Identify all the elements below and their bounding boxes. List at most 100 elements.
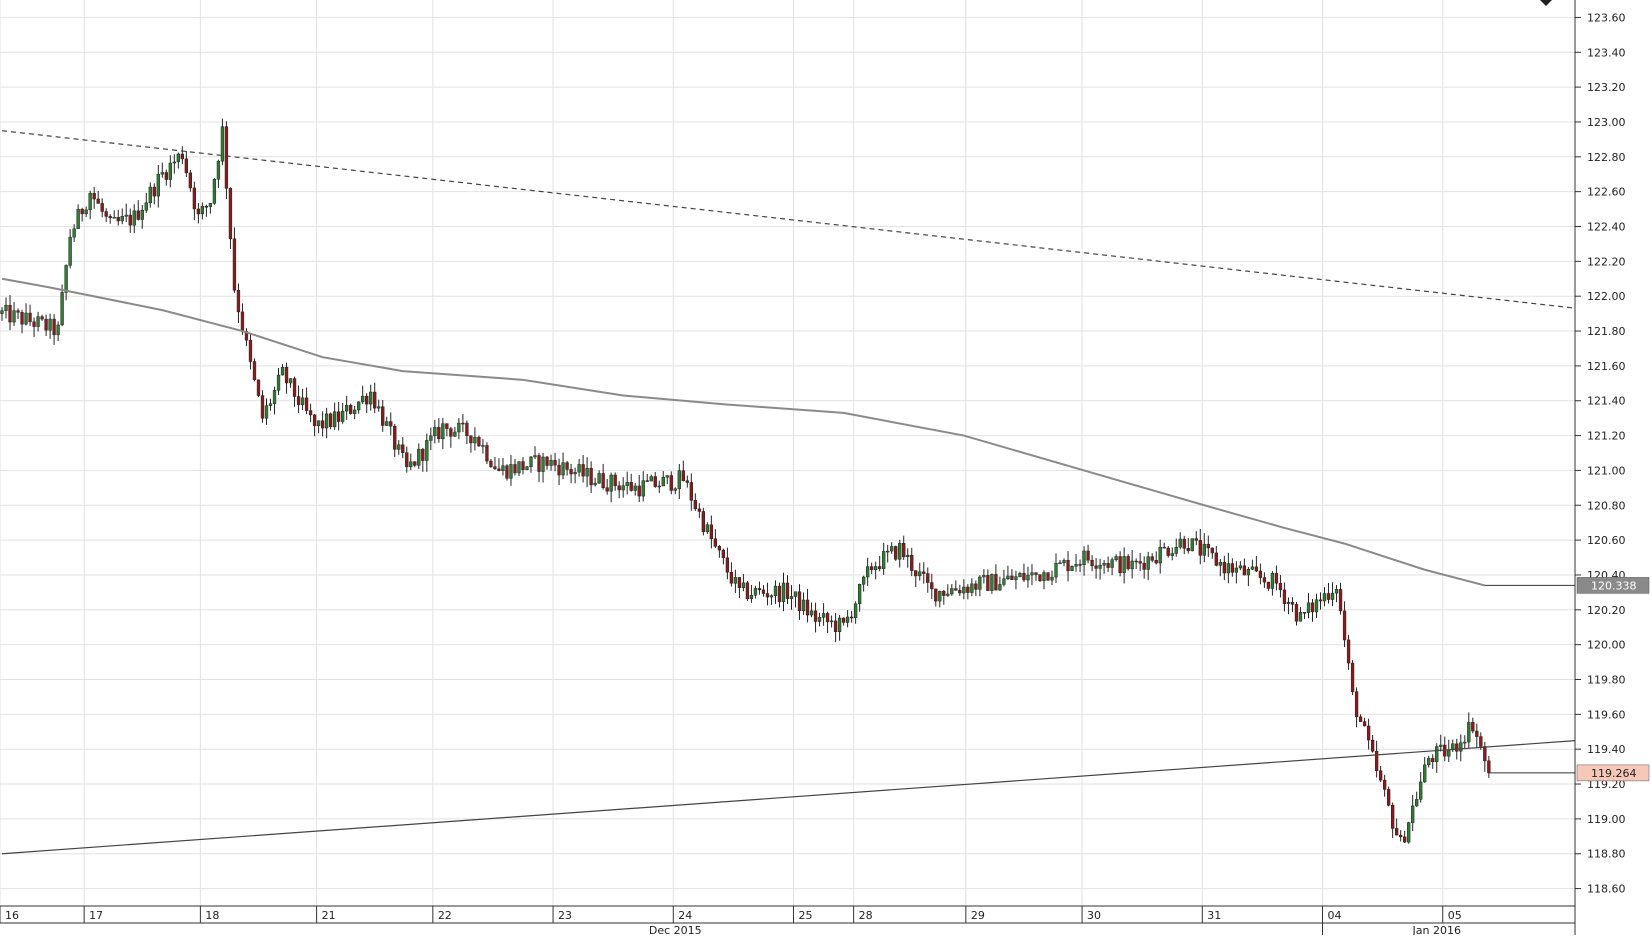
candle-up: [1411, 805, 1415, 823]
candle-up: [1102, 562, 1106, 566]
candle-down: [240, 311, 245, 332]
trendline-dashed: [1, 130, 1578, 309]
candle-down: [569, 469, 573, 475]
candle-down: [725, 557, 730, 573]
candle-up: [1459, 742, 1463, 752]
candle-down: [849, 616, 854, 619]
candle-down: [709, 524, 714, 540]
candle-down: [797, 591, 802, 612]
candle-up: [24, 312, 28, 325]
candle-up: [132, 210, 136, 226]
candle-down: [505, 465, 509, 479]
candle-down: [581, 464, 585, 477]
candle-up: [1463, 741, 1467, 744]
candle-down: [1262, 577, 1267, 583]
last-price-label: 119.264: [1591, 767, 1637, 780]
moving-average-line: [1, 277, 1486, 587]
candle-up: [573, 471, 577, 475]
candle-down: [1094, 565, 1098, 569]
candle-up: [990, 574, 994, 591]
candle-up: [1238, 565, 1243, 569]
x-tick-label: 22: [438, 909, 452, 922]
candle-up: [541, 456, 545, 472]
candle-down: [930, 582, 934, 590]
candle-up: [918, 571, 922, 577]
candle-down: [605, 487, 609, 492]
candle-up: [641, 480, 645, 497]
candle-down: [1294, 604, 1299, 622]
candle-up: [1062, 560, 1066, 564]
candle-down: [296, 396, 301, 405]
candle-down: [320, 420, 325, 429]
candle-up: [481, 445, 485, 447]
candle-down: [1338, 589, 1343, 612]
candle-down: [232, 238, 237, 291]
candle-up: [525, 466, 529, 470]
x-tick-label: 04: [1328, 909, 1342, 922]
candle-up: [1218, 562, 1222, 566]
candle-up: [56, 324, 60, 336]
candle-up: [769, 595, 774, 598]
candle-up: [633, 485, 637, 491]
candle-down: [164, 172, 168, 180]
x-tick-label: 28: [859, 909, 873, 922]
candle-up: [377, 406, 381, 409]
candle-up: [821, 613, 826, 618]
y-tick-label: 121.80: [1587, 325, 1626, 338]
candle-down: [537, 455, 541, 472]
candle-up: [148, 186, 152, 204]
candle-down: [393, 425, 397, 450]
candle-up: [529, 456, 533, 467]
candle-up: [657, 485, 661, 488]
y-tick-label: 120.00: [1587, 639, 1626, 652]
candle-down: [1274, 573, 1279, 584]
candle-up: [276, 374, 281, 391]
candle-down: [1010, 575, 1014, 580]
candle-down: [461, 422, 465, 425]
y-tick-label: 122.20: [1587, 255, 1626, 268]
candle-down: [44, 318, 48, 331]
candle-up: [886, 550, 890, 553]
candle-down: [958, 590, 962, 594]
candle-up: [212, 178, 217, 204]
candle-down: [485, 445, 489, 462]
candle-up: [156, 173, 160, 197]
candle-up: [1170, 553, 1174, 556]
candle-up: [1006, 575, 1010, 579]
candle-down: [693, 500, 697, 510]
candle-up: [1407, 822, 1411, 843]
candle-up: [12, 310, 16, 323]
ma-price-label-box: [1576, 577, 1650, 594]
y-tick-label: 122.60: [1587, 186, 1626, 199]
candle-down: [685, 480, 689, 483]
candle-up: [341, 410, 345, 422]
candle-up: [332, 411, 337, 428]
candle-down: [1254, 566, 1259, 572]
x-axis-background: [0, 906, 1575, 935]
candle-up: [741, 582, 746, 588]
candle-down: [1358, 716, 1363, 722]
candle-down: [986, 575, 990, 591]
candle-down: [926, 573, 930, 583]
candle-down: [328, 413, 333, 428]
candle-up: [1054, 562, 1058, 578]
x-tick-label: 18: [205, 909, 219, 922]
candle-down: [1118, 556, 1122, 574]
candle-down: [1362, 721, 1367, 727]
candle-up: [112, 217, 116, 219]
candle-down: [1399, 834, 1403, 838]
candle-up: [369, 391, 373, 405]
candle-down: [1046, 572, 1050, 581]
candle-up: [1174, 546, 1178, 554]
candle-up: [753, 588, 758, 596]
candle-down: [373, 391, 377, 409]
candle-down: [100, 203, 104, 212]
candle-up: [1110, 559, 1114, 568]
candle-down: [669, 475, 673, 491]
candle-down: [1370, 739, 1375, 752]
candle-down: [545, 456, 549, 466]
candle-down: [152, 186, 156, 197]
y-tick-label: 123.40: [1587, 46, 1626, 59]
candle-down: [184, 158, 189, 174]
candle-down: [745, 582, 750, 600]
